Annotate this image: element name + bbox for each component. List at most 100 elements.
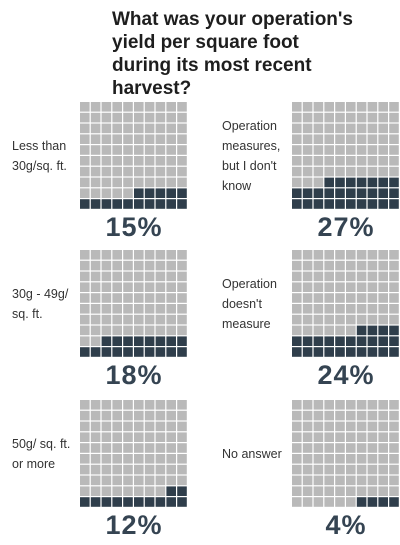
empty-cell — [80, 156, 90, 166]
empty-cell — [101, 134, 112, 144]
filled-cell — [155, 347, 166, 357]
empty-cell — [378, 454, 388, 464]
empty-cell — [378, 400, 388, 410]
empty-cell — [134, 260, 144, 271]
empty-cell — [112, 443, 122, 453]
empty-cell — [101, 293, 112, 303]
empty-cell — [389, 123, 399, 134]
filled-cell — [101, 336, 112, 346]
category-label: Operation measures, but I don't know — [222, 119, 281, 193]
empty-cell — [101, 260, 112, 271]
empty-cell — [346, 271, 356, 282]
empty-cell — [302, 145, 313, 155]
empty-cell — [367, 486, 378, 496]
value-label: 4% — [325, 510, 367, 540]
empty-cell — [324, 486, 334, 496]
empty-cell — [302, 156, 313, 166]
empty-cell — [389, 314, 399, 325]
empty-cell — [90, 271, 101, 282]
empty-cell — [80, 443, 90, 453]
filled-cell — [378, 347, 388, 357]
empty-cell — [335, 304, 345, 314]
empty-cell — [346, 102, 356, 112]
empty-cell — [90, 410, 101, 421]
empty-cell — [367, 464, 378, 475]
empty-cell — [302, 454, 313, 464]
empty-cell — [335, 145, 345, 155]
empty-cell — [378, 282, 388, 292]
empty-cell — [292, 260, 302, 271]
empty-cell — [80, 464, 90, 475]
empty-cell — [346, 304, 356, 314]
empty-cell — [356, 134, 367, 144]
empty-cell — [90, 443, 101, 453]
empty-cell — [324, 134, 334, 144]
empty-cell — [356, 166, 367, 177]
empty-cell — [101, 271, 112, 282]
empty-cell — [292, 293, 302, 303]
empty-cell — [324, 325, 334, 336]
filled-cell — [80, 497, 90, 507]
empty-cell — [112, 134, 122, 144]
filled-cell — [378, 497, 388, 507]
empty-cell — [324, 145, 334, 155]
filled-cell — [335, 177, 345, 188]
empty-cell — [90, 102, 101, 112]
empty-cell — [90, 112, 101, 123]
empty-cell — [292, 421, 302, 432]
empty-cell — [112, 486, 122, 496]
empty-cell — [346, 432, 356, 442]
empty-cell — [356, 112, 367, 123]
filled-cell — [313, 347, 324, 357]
empty-cell — [389, 250, 399, 260]
empty-cell — [166, 102, 176, 112]
empty-cell — [166, 304, 176, 314]
empty-cell — [112, 304, 122, 314]
empty-cell — [335, 497, 345, 507]
empty-cell — [335, 432, 345, 442]
empty-cell — [356, 250, 367, 260]
empty-cell — [313, 250, 324, 260]
empty-cell — [324, 400, 334, 410]
empty-cell — [313, 102, 324, 112]
empty-cell — [389, 260, 399, 271]
filled-cell — [389, 199, 399, 209]
filled-cell — [144, 347, 155, 357]
empty-cell — [90, 177, 101, 188]
empty-cell — [378, 166, 388, 177]
filled-cell — [134, 199, 144, 209]
empty-cell — [112, 432, 122, 442]
filled-cell — [123, 199, 133, 209]
empty-cell — [177, 443, 187, 453]
empty-cell — [123, 293, 133, 303]
category-label: No answer — [222, 447, 282, 461]
filled-cell — [367, 497, 378, 507]
empty-cell — [155, 314, 166, 325]
empty-cell — [302, 250, 313, 260]
empty-cell — [166, 443, 176, 453]
empty-cell — [144, 123, 155, 134]
empty-cell — [177, 250, 187, 260]
empty-cell — [166, 145, 176, 155]
empty-cell — [346, 421, 356, 432]
empty-cell — [80, 177, 90, 188]
empty-cell — [177, 134, 187, 144]
empty-cell — [80, 293, 90, 303]
empty-cell — [346, 443, 356, 453]
filled-cell — [112, 497, 122, 507]
empty-cell — [292, 271, 302, 282]
empty-cell — [80, 421, 90, 432]
empty-cell — [389, 134, 399, 144]
empty-cell — [166, 282, 176, 292]
empty-cell — [134, 271, 144, 282]
empty-cell — [134, 410, 144, 421]
empty-cell — [324, 432, 334, 442]
filled-cell — [389, 336, 399, 346]
empty-cell — [112, 464, 122, 475]
filled-cell — [313, 336, 324, 346]
empty-cell — [292, 134, 302, 144]
empty-cell — [166, 432, 176, 442]
empty-cell — [302, 177, 313, 188]
filled-cell — [389, 497, 399, 507]
